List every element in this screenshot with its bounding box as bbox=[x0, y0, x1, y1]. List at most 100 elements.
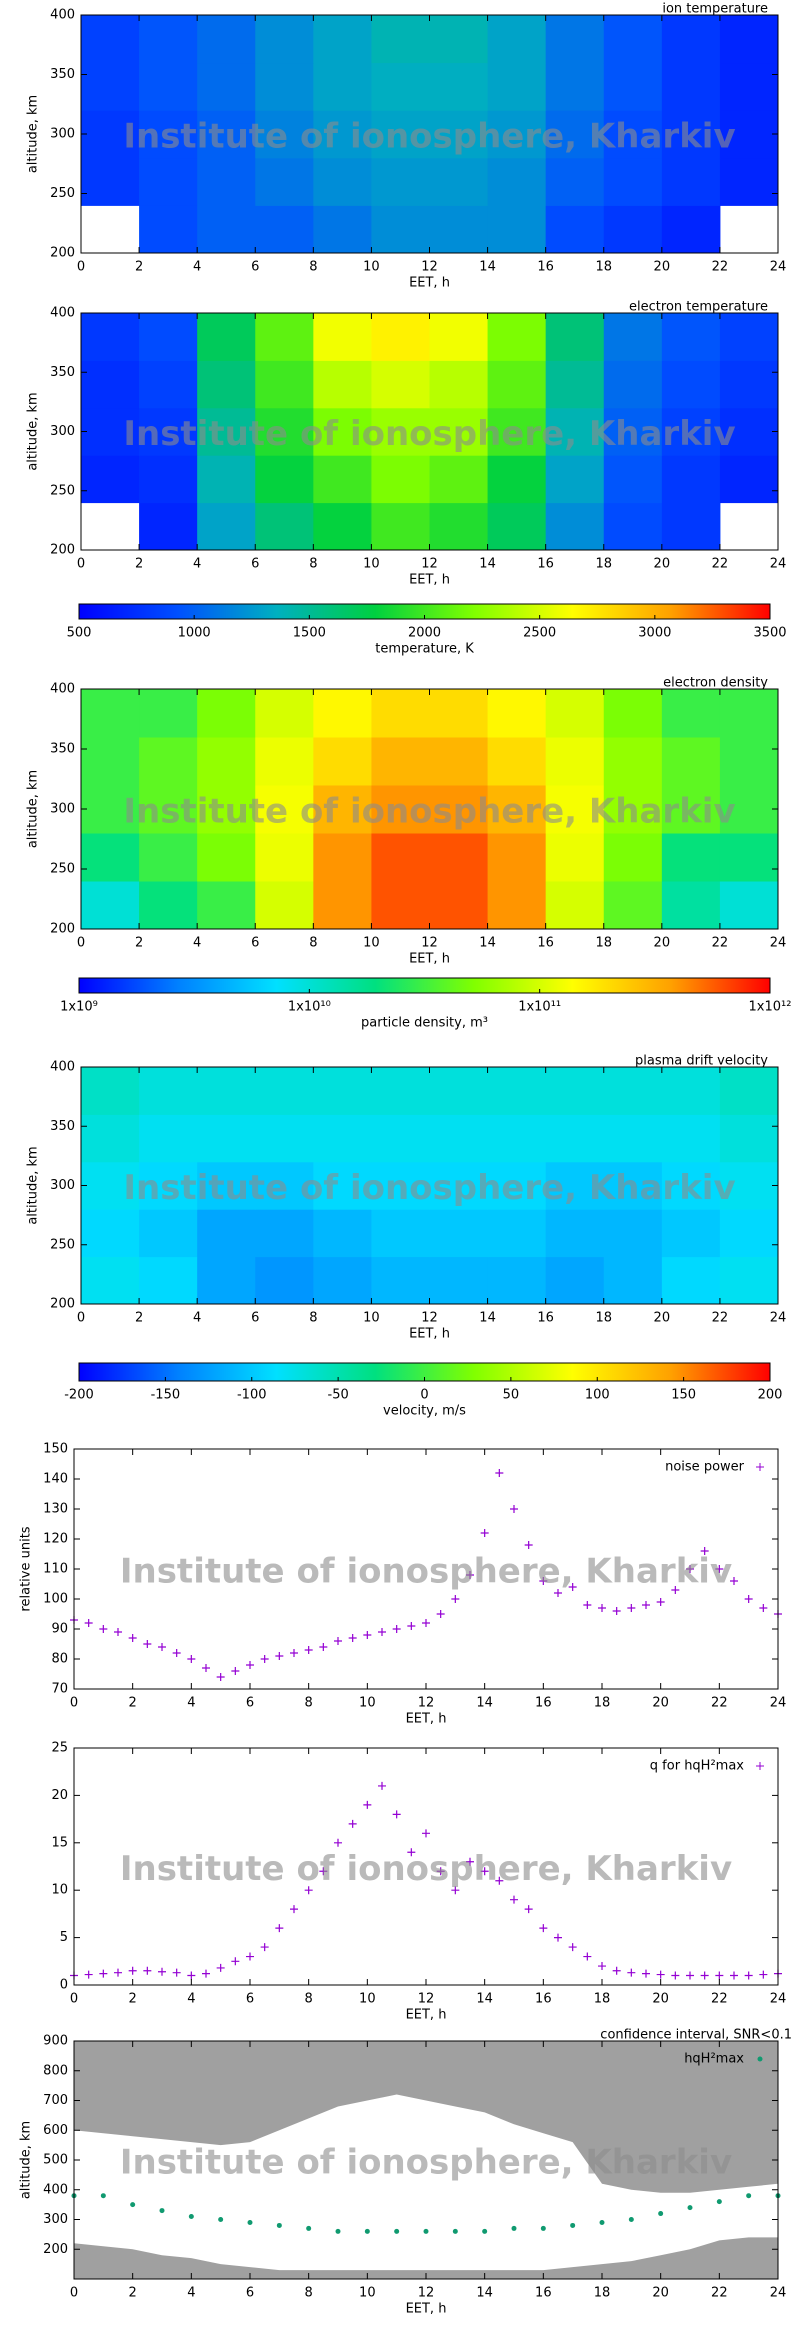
point bbox=[598, 1962, 606, 1971]
heatmap-cell bbox=[661, 1114, 721, 1163]
x-tick-label: 16 bbox=[537, 1311, 554, 1326]
point bbox=[260, 1943, 269, 1952]
heatmap-cell bbox=[139, 1161, 198, 1210]
heatmap-cell bbox=[719, 1067, 779, 1115]
point bbox=[598, 1604, 606, 1612]
colorbar-tick-label: 1x10¹¹ bbox=[518, 1000, 561, 1015]
heatmap-cell bbox=[661, 1161, 721, 1210]
y-tick-label: 300 bbox=[50, 127, 75, 142]
heatmap-cell bbox=[487, 15, 547, 64]
heatmap-cell bbox=[487, 313, 547, 361]
heatmap-cell bbox=[139, 360, 198, 409]
point bbox=[202, 1969, 210, 1978]
heatmap-cell bbox=[197, 407, 256, 456]
x-tick-label: 0 bbox=[77, 1311, 85, 1326]
point bbox=[275, 1652, 284, 1660]
point bbox=[84, 1619, 93, 1627]
heatmap-cell bbox=[545, 502, 605, 551]
heatmap-cell bbox=[487, 1114, 547, 1163]
heatmap-cell bbox=[545, 15, 605, 64]
point bbox=[378, 1628, 386, 1636]
heatmap-cell bbox=[487, 689, 547, 738]
heatmap-cell bbox=[429, 205, 489, 254]
colorbar-tick-label: 100 bbox=[585, 1388, 610, 1403]
x-tick-label: 24 bbox=[770, 1696, 787, 1711]
colorbar-tick-label: 1x10¹² bbox=[749, 1000, 792, 1015]
point bbox=[627, 1604, 636, 1612]
point bbox=[422, 1829, 430, 1838]
heatmap-cell bbox=[313, 833, 372, 882]
heatmap-cell bbox=[255, 1114, 314, 1163]
x-tick-label: 14 bbox=[479, 557, 496, 572]
point bbox=[511, 2225, 517, 2231]
x-tick-label: 16 bbox=[537, 260, 554, 275]
x-tick-label: 0 bbox=[77, 557, 85, 572]
panel-title: electron density bbox=[663, 676, 768, 691]
y-tick-label: 70 bbox=[51, 1682, 68, 1697]
x-tick-label: 18 bbox=[595, 260, 612, 275]
heatmap-cell bbox=[603, 205, 663, 254]
x-tick-label: 8 bbox=[309, 1311, 317, 1326]
heatmap-cell bbox=[197, 785, 256, 834]
heatmap-cell bbox=[487, 205, 547, 254]
point bbox=[656, 1598, 665, 1606]
x-tick-label: 0 bbox=[77, 936, 85, 951]
heatmap-cell bbox=[371, 737, 430, 786]
heatmap-cell bbox=[313, 1067, 372, 1115]
heatmap-cell bbox=[603, 833, 663, 882]
x-tick-label: 22 bbox=[711, 1696, 728, 1711]
heatmap-cell bbox=[603, 313, 663, 361]
x-axis-label: EET, h bbox=[406, 2008, 447, 2023]
point bbox=[627, 1968, 636, 1977]
heatmap-cell bbox=[603, 455, 663, 504]
heatmap-cell bbox=[81, 1114, 140, 1163]
heatmap-cell bbox=[255, 1256, 314, 1305]
x-tick-label: 12 bbox=[418, 2286, 435, 2301]
heatmap-cell bbox=[603, 1067, 663, 1115]
point bbox=[99, 1969, 108, 1978]
point bbox=[466, 1857, 474, 1866]
heatmap-cell bbox=[429, 737, 489, 786]
x-tick-label: 14 bbox=[479, 936, 496, 951]
x-tick-label: 22 bbox=[712, 557, 729, 572]
heatmap-cell bbox=[719, 689, 779, 738]
heatmap-cell bbox=[719, 455, 779, 504]
x-axis-label: EET, h bbox=[409, 1327, 450, 1342]
point bbox=[334, 1838, 342, 1847]
heatmap-cell bbox=[429, 15, 489, 64]
heatmap-cell bbox=[545, 360, 605, 409]
x-tick-label: 6 bbox=[251, 936, 259, 951]
point bbox=[216, 1963, 225, 1972]
point bbox=[715, 1971, 724, 1980]
heatmap-cell bbox=[139, 62, 198, 111]
point bbox=[452, 2228, 458, 2234]
x-tick-label: 4 bbox=[187, 1992, 195, 2007]
x-tick-label: 2 bbox=[129, 1992, 137, 2007]
point bbox=[451, 1595, 460, 1603]
point bbox=[334, 1637, 342, 1645]
x-tick-label: 10 bbox=[359, 2286, 376, 2301]
point bbox=[480, 1867, 489, 1876]
x-tick-label: 4 bbox=[193, 936, 201, 951]
x-axis-label: EET, h bbox=[409, 952, 450, 967]
point bbox=[99, 1625, 108, 1633]
heatmap-cell bbox=[139, 785, 198, 834]
point bbox=[130, 2202, 136, 2208]
y-tick-label: 250 bbox=[50, 186, 75, 201]
heatmap-cell bbox=[429, 62, 489, 111]
heatmap-cell bbox=[313, 455, 372, 504]
heatmap-cell bbox=[603, 157, 663, 206]
heatmap-cell bbox=[313, 110, 372, 159]
heatmap-cell bbox=[719, 1114, 779, 1163]
heatmap-cell bbox=[661, 157, 721, 206]
y-tick-label: 350 bbox=[50, 742, 75, 757]
heatmap-cell bbox=[429, 689, 489, 738]
heatmap-cell bbox=[313, 407, 372, 456]
heatmap-cell bbox=[603, 785, 663, 834]
heatmap-cell bbox=[429, 1209, 489, 1258]
heatmap-cell bbox=[371, 502, 430, 551]
heatmap-cell bbox=[661, 502, 721, 551]
heatmap-cell bbox=[545, 455, 605, 504]
x-tick-label: 14 bbox=[476, 1696, 493, 1711]
heatmap-cell bbox=[371, 15, 430, 64]
